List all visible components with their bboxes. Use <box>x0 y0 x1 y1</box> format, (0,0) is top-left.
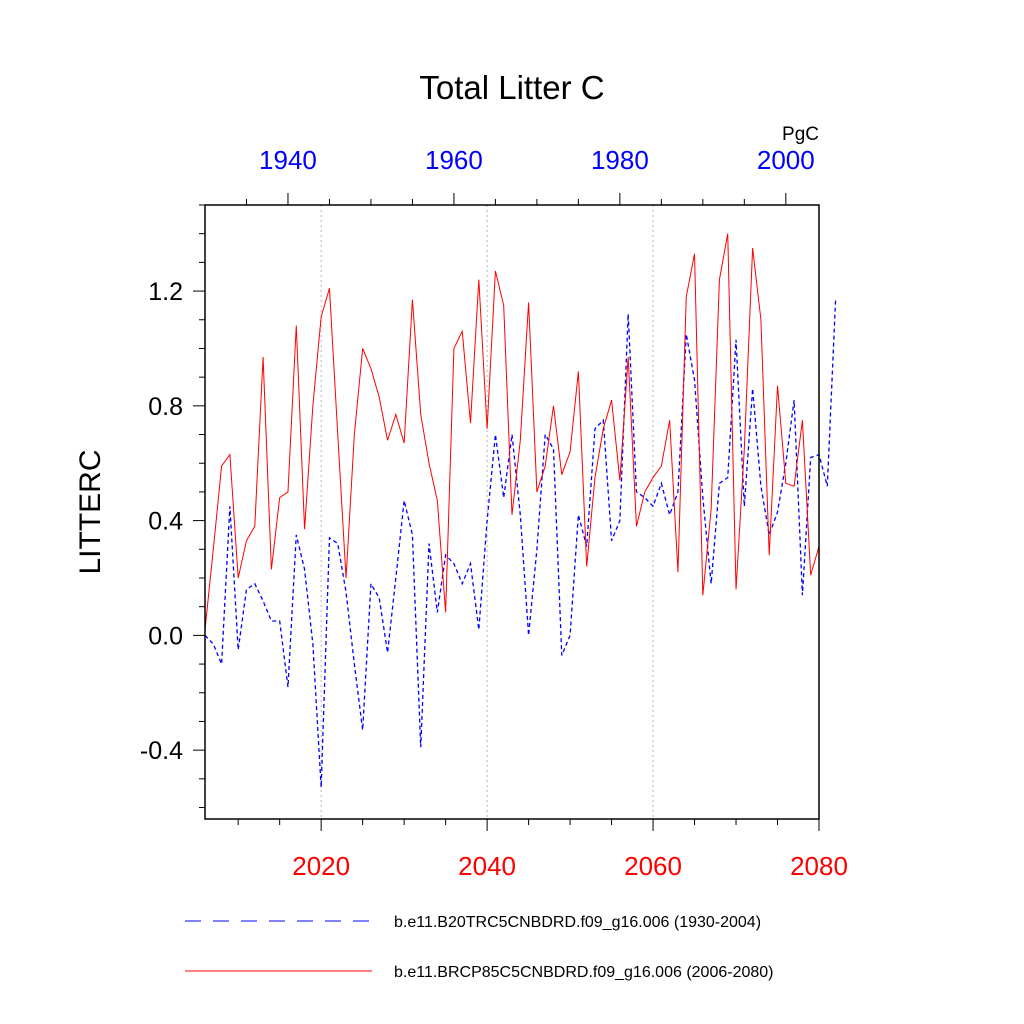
series-layer <box>204 233 837 788</box>
y-tick-label: 1.2 <box>148 278 183 306</box>
legend: b.e11.B20TRC5CNBDRD.f09_g16.006 (1930-20… <box>185 914 773 981</box>
legend-label-rcp85: b.e11.BRCP85C5CNBDRD.f09_g16.006 (2006-2… <box>394 964 773 981</box>
y-tick-label: 0.4 <box>148 508 183 536</box>
legend-label-historical: b.e11.B20TRC5CNBDRD.f09_g16.006 (1930-20… <box>394 914 761 931</box>
units-label: PgC <box>782 124 819 145</box>
top-tick-label: 1980 <box>591 145 649 175</box>
y-tick-label: 0.0 <box>148 622 183 650</box>
bottom-tick-label: 2080 <box>790 851 848 881</box>
bottom-tick-label: 2020 <box>292 851 350 881</box>
axis-tick-labels: -0.4 0.0 0.4 0.8 1.2 2020 2040 2060 2080 1940 1960… <box>140 145 848 881</box>
top-tick-label: 1960 <box>425 145 483 175</box>
series-line-rcp85 <box>204 233 820 630</box>
y-tick-label: 0.8 <box>148 393 183 421</box>
top-tick-label: 2000 <box>757 145 815 175</box>
bottom-tick-label: 2060 <box>624 851 682 881</box>
y-axis-label: LITTERC <box>74 449 107 574</box>
vertical-gridlines <box>320 205 654 819</box>
axis-ticks <box>193 193 820 831</box>
bottom-tick-label: 2040 <box>458 851 516 881</box>
y-tick-label: -0.4 <box>140 737 183 765</box>
plot-frame <box>204 204 820 820</box>
chart-title: Total Litter C <box>419 69 604 106</box>
series-line-historical <box>204 299 837 788</box>
top-tick-label: 1940 <box>259 145 317 175</box>
